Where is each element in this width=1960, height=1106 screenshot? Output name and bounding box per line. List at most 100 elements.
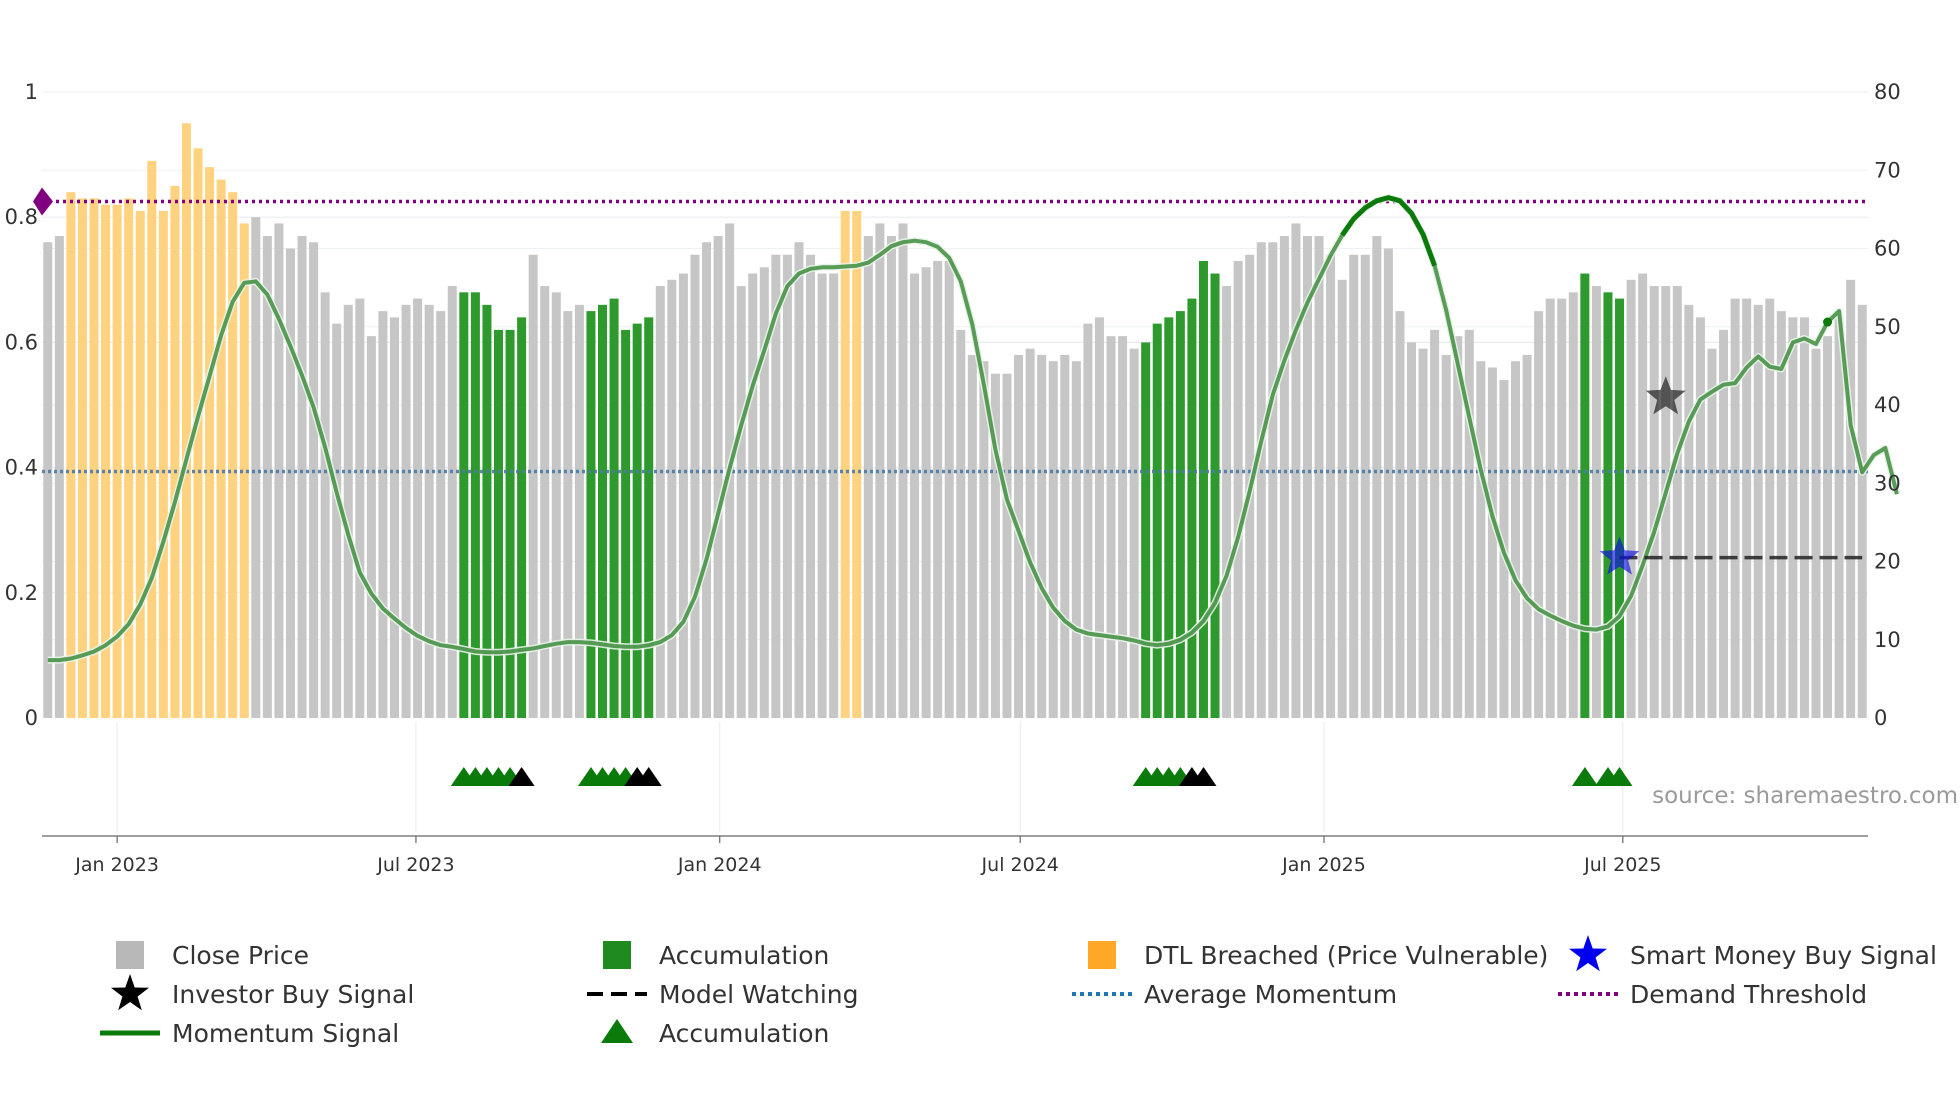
close-price-bar xyxy=(1383,248,1393,718)
dtl-breached-bar xyxy=(158,210,168,718)
close-price-bar xyxy=(355,298,365,718)
close-price-bar xyxy=(332,323,342,718)
close-price-bar xyxy=(1776,311,1786,718)
close-price-bar xyxy=(1002,373,1012,718)
dtl-breached-bar xyxy=(205,167,215,718)
dtl-breached-bar xyxy=(66,192,76,718)
legend-swatch-square xyxy=(603,941,631,969)
close-price-bar xyxy=(1857,304,1867,718)
close-price-bar xyxy=(1511,361,1521,718)
close-price-bar xyxy=(528,254,538,718)
right-axis-tick-label: 50 xyxy=(1874,315,1901,339)
close-price-bar xyxy=(886,235,896,719)
close-price-bar xyxy=(1256,242,1266,719)
close-price-bar xyxy=(1765,298,1775,718)
close-price-bar xyxy=(1811,348,1821,718)
close-price-bar xyxy=(551,292,561,718)
close-price-bar xyxy=(1326,254,1336,718)
legend-label: Accumulation xyxy=(659,1019,829,1048)
close-price-bar xyxy=(343,304,353,718)
right-axis-tick-label: 60 xyxy=(1874,237,1901,261)
accumulation-bar xyxy=(493,329,503,718)
close-price-bar xyxy=(1684,304,1694,718)
legend-label: Accumulation xyxy=(659,941,829,970)
close-price-bar xyxy=(1279,235,1289,719)
accumulation-bar xyxy=(621,329,631,718)
close-price-bar xyxy=(1742,298,1752,718)
accumulation-bar xyxy=(609,298,619,718)
momentum-signal-bold xyxy=(1340,195,1437,267)
dtl-breached-bar xyxy=(239,223,249,718)
close-price-bar xyxy=(1048,361,1058,718)
accumulation-marker xyxy=(1606,767,1633,786)
close-price-bar xyxy=(1707,348,1717,718)
accumulation-bar xyxy=(598,304,608,718)
accumulation-bar xyxy=(1198,261,1208,718)
accumulation-bar xyxy=(644,317,654,718)
close-price-bar xyxy=(1037,354,1047,718)
accumulation-marker xyxy=(508,767,535,786)
close-price-bar xyxy=(447,286,457,718)
close-price-bar xyxy=(875,223,885,718)
close-price-bar xyxy=(1418,348,1428,718)
legend-label: Demand Threshold xyxy=(1630,980,1867,1009)
close-price-bar xyxy=(979,361,989,718)
close-price-bar xyxy=(921,267,931,718)
accumulation-bar xyxy=(1187,298,1197,718)
close-price-bar xyxy=(863,235,873,719)
close-price-bar xyxy=(1129,348,1139,718)
left-axis-tick-label: 0.4 xyxy=(5,456,38,480)
legend-swatch-triangle xyxy=(601,1019,633,1043)
close-price-bar xyxy=(366,336,376,718)
dtl-breached-bar xyxy=(840,210,850,718)
close-price-bar xyxy=(1545,298,1555,718)
right-axis-tick-label: 20 xyxy=(1874,550,1901,574)
close-price-bar xyxy=(759,267,769,718)
legend-swatch-star xyxy=(1569,935,1607,972)
x-axis-date-label: Jul 2025 xyxy=(1583,854,1661,876)
accumulation-bar xyxy=(1603,292,1613,718)
legend-swatch-square xyxy=(1088,941,1116,969)
close-price-bar xyxy=(1233,261,1243,718)
close-price-bar xyxy=(320,292,330,718)
close-price-bar xyxy=(1638,273,1648,718)
legend-label: DTL Breached (Price Vulnerable) xyxy=(1144,941,1548,970)
dtl-breached-bar xyxy=(101,204,111,718)
close-price-bar xyxy=(1649,286,1659,718)
close-price-bar xyxy=(967,354,977,718)
accumulation-bar xyxy=(586,311,596,718)
close-price-bar xyxy=(43,242,53,719)
dtl-breached-bar xyxy=(852,210,862,718)
legend-swatch-square xyxy=(116,941,144,969)
left-axis-tick-label: 0.6 xyxy=(5,330,38,354)
close-price-bar xyxy=(424,304,434,718)
close-price-bar xyxy=(736,286,746,718)
close-price-bar xyxy=(678,273,688,718)
momentum-signal-bold-point xyxy=(1823,317,1833,327)
accumulation-bar xyxy=(1210,273,1220,718)
close-price-bar xyxy=(262,235,272,719)
right-axis-tick-label: 30 xyxy=(1874,471,1901,495)
close-price-bar xyxy=(806,254,816,718)
accumulation-bar xyxy=(482,304,492,718)
legend-label: Close Price xyxy=(172,941,309,970)
close-price-bar xyxy=(933,261,943,718)
close-price-bar xyxy=(1672,286,1682,718)
accumulation-bar xyxy=(1580,273,1590,718)
close-price-bar xyxy=(1834,317,1844,718)
close-price-bar xyxy=(748,273,758,718)
demand-threshold-marker xyxy=(33,187,53,216)
close-price-bar xyxy=(1106,336,1116,718)
close-price-bar xyxy=(1395,311,1405,718)
close-price-bar xyxy=(1719,329,1729,718)
accumulation-bar xyxy=(1175,311,1185,718)
close-price-bar xyxy=(1476,361,1486,718)
dtl-breached-bar xyxy=(228,192,238,718)
close-price-bar xyxy=(1349,254,1359,718)
dtl-breached-bar xyxy=(181,123,191,719)
close-price-bar xyxy=(54,235,64,719)
x-axis-date-label: Jul 2023 xyxy=(376,854,454,876)
close-price-bar xyxy=(413,298,423,718)
right-axis-tick-label: 70 xyxy=(1874,158,1901,182)
